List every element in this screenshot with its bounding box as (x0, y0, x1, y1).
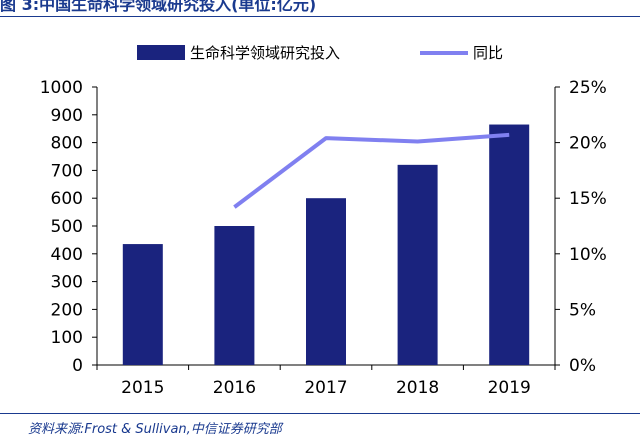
y-right-tick-label: 20% (569, 134, 607, 154)
legend-bar-label: 生命科学领域研究投入 (190, 44, 340, 62)
legend-bar-swatch (137, 45, 185, 60)
y-right-tick-label: 5% (569, 300, 596, 320)
bar (123, 244, 163, 365)
y-left-tick-label: 300 (51, 273, 83, 293)
bars (123, 125, 529, 365)
y-right-tick-label: 25% (569, 78, 607, 98)
y-left-tick-label: 800 (51, 134, 83, 154)
y-right-tick-label: 0% (569, 356, 596, 376)
bar (489, 125, 529, 365)
source-rule (0, 413, 640, 414)
y-left-tick-label: 700 (51, 161, 83, 181)
line-series (234, 135, 509, 207)
figure-source: 资料来源:Frost & Sullivan,中信证券研究部 (28, 418, 628, 432)
x-tick-label: 2017 (304, 378, 347, 398)
y-left-tick-label: 200 (51, 300, 83, 320)
legend: 生命科学领域研究投入 同比 (137, 44, 503, 62)
y-left-tick-label: 100 (51, 328, 83, 348)
x-tick-label: 2018 (396, 378, 439, 398)
x-tick-label: 2019 (488, 378, 531, 398)
x-tick-label: 2016 (213, 378, 256, 398)
yoy-line (234, 135, 509, 207)
y-right-tick-label: 10% (569, 245, 607, 265)
y-right-tick-label: 15% (569, 189, 607, 209)
legend-line-label: 同比 (473, 44, 503, 62)
y-left-tick-label: 600 (51, 189, 83, 209)
bar (306, 198, 346, 365)
y-left-tick-label: 1000 (40, 78, 83, 98)
bar (398, 165, 438, 365)
bar (214, 226, 254, 365)
y-left-tick-label: 500 (51, 217, 83, 237)
y-left-tick-label: 400 (51, 245, 83, 265)
x-tick-label: 2015 (121, 378, 164, 398)
y-left-tick-label: 900 (51, 106, 83, 126)
y-left-tick-label: 0 (72, 356, 83, 376)
